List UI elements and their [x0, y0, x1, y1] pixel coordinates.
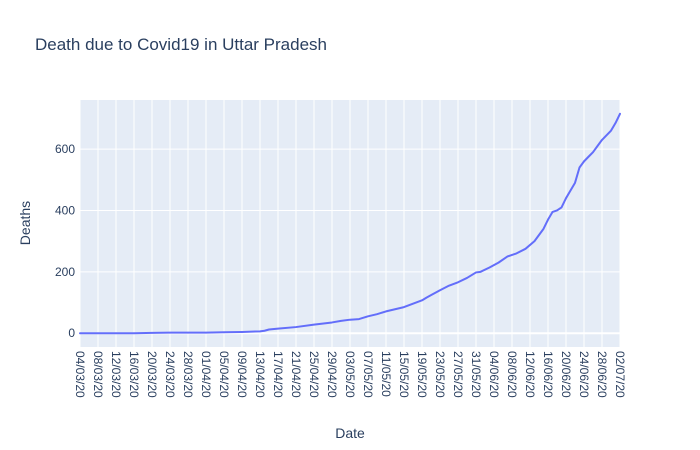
x-tick-label: 31/05/20 — [469, 351, 483, 398]
y-axis-title: Deaths — [17, 201, 33, 245]
x-tick-label: 16/06/20 — [541, 351, 555, 398]
x-tick-label: 24/06/20 — [577, 351, 591, 398]
x-tick-label: 20/06/20 — [559, 351, 573, 398]
x-tick-label: 20/03/20 — [145, 351, 159, 398]
x-tick-label: 16/03/20 — [127, 351, 141, 398]
x-tick-label: 28/03/20 — [181, 351, 195, 398]
x-axis-title: Date — [335, 425, 365, 441]
y-tick-label: 600 — [55, 142, 75, 156]
y-tick-label: 0 — [68, 326, 75, 340]
x-tick-label: 15/05/20 — [397, 351, 411, 398]
series-line — [79, 112, 621, 335]
x-tick-label: 12/06/20 — [523, 351, 537, 398]
x-tick-label: 01/04/20 — [199, 351, 213, 398]
x-tick-label: 19/05/20 — [415, 351, 429, 398]
x-axis-ticks: 04/03/20 08/03/20 12/03/20 16/03/20 20/03/20… — [73, 351, 627, 398]
x-tick-label: 08/03/20 — [91, 351, 105, 398]
x-tick-label: 12/03/20 — [109, 351, 123, 398]
chart-title: Death due to Covid19 in Uttar Pradesh — [35, 35, 327, 54]
x-tick-label: 11/05/20 — [379, 351, 393, 397]
x-tick-label: 27/05/20 — [451, 351, 465, 398]
y-tick-label: 400 — [55, 203, 75, 217]
x-tick-label: 05/04/20 — [217, 351, 231, 398]
x-tick-label: 13/04/20 — [253, 351, 267, 398]
x-tick-label: 28/06/20 — [595, 351, 609, 398]
x-tick-label: 17/04/20 — [271, 351, 285, 398]
x-tick-label: 23/05/20 — [433, 351, 447, 398]
x-tick-label: 03/05/20 — [343, 351, 357, 398]
x-tick-label: 21/04/20 — [289, 351, 303, 398]
x-tick-label: 25/04/20 — [307, 351, 321, 398]
x-tick-label: 08/06/20 — [505, 351, 519, 398]
x-tick-label: 04/06/20 — [487, 351, 501, 398]
x-tick-label: 02/07/20 — [613, 351, 627, 398]
x-tick-label: 24/03/20 — [163, 351, 177, 398]
x-tick-label: 29/04/20 — [325, 351, 339, 398]
x-tick-label: 04/03/20 — [73, 351, 87, 398]
x-tick-label: 07/05/20 — [361, 351, 375, 398]
y-axis-ticks: 0 200 400 600 — [55, 142, 75, 340]
gridlines — [79, 100, 621, 347]
y-tick-label: 200 — [55, 265, 75, 279]
x-tick-label: 09/04/20 — [235, 351, 249, 398]
series-layer — [79, 112, 621, 335]
